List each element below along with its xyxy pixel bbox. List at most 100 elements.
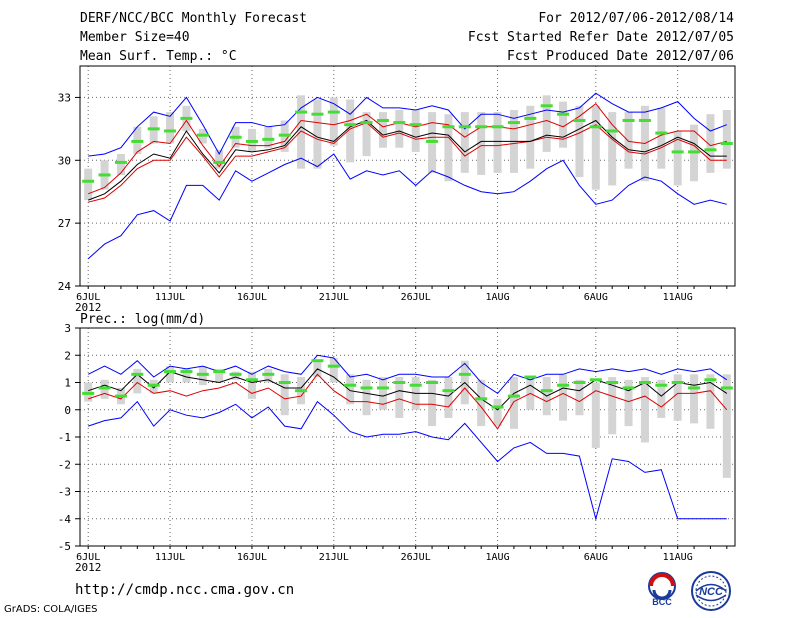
observed-marker bbox=[671, 381, 684, 384]
xtick-label: 6AUG bbox=[584, 292, 608, 303]
spread-bar bbox=[493, 398, 502, 427]
observed-marker bbox=[295, 389, 308, 393]
observed-marker bbox=[213, 370, 226, 374]
ytick-label: -5 bbox=[58, 540, 71, 553]
spread-bar bbox=[329, 97, 338, 146]
xtick-label: 11JUL bbox=[155, 292, 185, 303]
spread-bar bbox=[84, 168, 93, 201]
started-date: Fcst Started Refer Date 2012/07/05 bbox=[467, 30, 734, 45]
xtick-label: 26JUL bbox=[401, 552, 431, 563]
observed-marker bbox=[376, 118, 389, 122]
observed-marker bbox=[475, 397, 488, 401]
series-lowest-line bbox=[88, 400, 727, 521]
observed-marker bbox=[720, 142, 733, 146]
observed-marker bbox=[262, 372, 275, 376]
spread-bar bbox=[133, 368, 142, 394]
spread-bar bbox=[477, 112, 486, 175]
observed-marker bbox=[622, 118, 635, 122]
series-max-line bbox=[87, 354, 728, 395]
grads-credit: GrADS: COLA/IGES bbox=[4, 604, 98, 615]
spread-bar bbox=[313, 99, 322, 169]
observed-marker bbox=[458, 372, 471, 376]
spread-bar bbox=[575, 105, 584, 178]
spread-bar bbox=[346, 374, 355, 405]
observed-marker bbox=[393, 121, 406, 125]
xtick-label: 21JUL bbox=[319, 292, 349, 303]
ytick-label: 27 bbox=[58, 217, 71, 230]
ytick-label: -1 bbox=[58, 431, 71, 444]
spread-bar bbox=[362, 112, 371, 157]
spread-bar bbox=[428, 379, 437, 427]
observed-marker bbox=[638, 381, 651, 384]
xtick-label: 11AUG bbox=[663, 552, 693, 563]
bcc-logo: BCC bbox=[642, 570, 682, 612]
observed-marker bbox=[507, 394, 520, 398]
observed-marker bbox=[295, 110, 308, 114]
ytick-label: 33 bbox=[58, 91, 71, 104]
observed-marker bbox=[606, 129, 619, 133]
spread-bar bbox=[264, 126, 273, 148]
spread-bar bbox=[624, 112, 633, 169]
observed-marker bbox=[147, 383, 160, 387]
observed-marker bbox=[327, 364, 340, 368]
precip-title: Prec.: log(mm/d) bbox=[80, 312, 205, 327]
ytick-label: -4 bbox=[58, 513, 72, 526]
xtick-label: 16JUL bbox=[237, 292, 267, 303]
observed-marker bbox=[278, 381, 291, 384]
spread-bar bbox=[673, 374, 682, 421]
observed-marker bbox=[426, 381, 439, 384]
observed-marker bbox=[98, 173, 111, 177]
series-min-line bbox=[88, 122, 727, 203]
spread-bar bbox=[215, 149, 224, 169]
series-median-line bbox=[88, 103, 727, 195]
variable-label: Mean Surf. Temp.: °C bbox=[80, 49, 237, 64]
xtick-label: 6JUL bbox=[76, 292, 100, 303]
spread-bar bbox=[378, 112, 387, 148]
plot-frame bbox=[79, 327, 736, 547]
observed-marker bbox=[180, 370, 193, 374]
observed-marker bbox=[704, 378, 717, 382]
spread-bar bbox=[297, 95, 306, 169]
observed-marker bbox=[704, 148, 717, 152]
xtick-label: 11JUL bbox=[155, 552, 185, 563]
observed-marker bbox=[98, 386, 111, 390]
observed-marker bbox=[524, 116, 537, 120]
observed-marker bbox=[344, 383, 357, 387]
observed-marker bbox=[458, 125, 471, 129]
observed-marker bbox=[557, 112, 570, 116]
observed-marker bbox=[131, 372, 144, 376]
spread-bar bbox=[673, 130, 682, 186]
source-url[interactable]: http://cmdp.ncc.cma.gov.cn bbox=[75, 582, 295, 598]
observed-marker bbox=[311, 112, 324, 116]
spread-bar bbox=[395, 377, 404, 418]
spread-bar bbox=[722, 374, 731, 478]
series-max-line bbox=[88, 92, 727, 157]
panel-temperature: 24 27 30 33 6JUL 11JUL 16JUL 21JUL 26JUL 1AUG 6AUG… bbox=[58, 65, 736, 314]
observed-marker bbox=[393, 381, 406, 384]
spread-bar bbox=[706, 374, 715, 429]
spread-bar bbox=[411, 110, 420, 152]
observed-marker bbox=[573, 118, 586, 122]
observed-marker bbox=[180, 116, 193, 120]
spread-bar bbox=[608, 377, 617, 435]
observed-marker bbox=[638, 118, 651, 122]
spread-bar bbox=[591, 382, 600, 448]
ytick-label: 30 bbox=[58, 154, 71, 167]
spread-bar bbox=[690, 374, 699, 424]
xtick-label: 6AUG bbox=[584, 552, 608, 563]
observed-marker bbox=[475, 125, 488, 129]
ncc-logo: NCC bbox=[690, 570, 732, 616]
series-mean-line bbox=[88, 119, 727, 201]
spread-bar bbox=[542, 95, 551, 152]
xtick-label: 11AUG bbox=[663, 292, 693, 303]
spread-bar bbox=[493, 112, 502, 173]
observed-marker bbox=[606, 381, 619, 384]
observed-marker bbox=[491, 405, 504, 409]
spread-bar bbox=[624, 379, 633, 427]
xtick-label: 6JUL bbox=[76, 552, 100, 563]
observed-marker bbox=[589, 125, 602, 129]
observed-marker bbox=[245, 139, 258, 143]
chart-title: DERF/NCC/BCC Monthly Forecast bbox=[80, 11, 307, 26]
observed-marker bbox=[688, 386, 701, 390]
